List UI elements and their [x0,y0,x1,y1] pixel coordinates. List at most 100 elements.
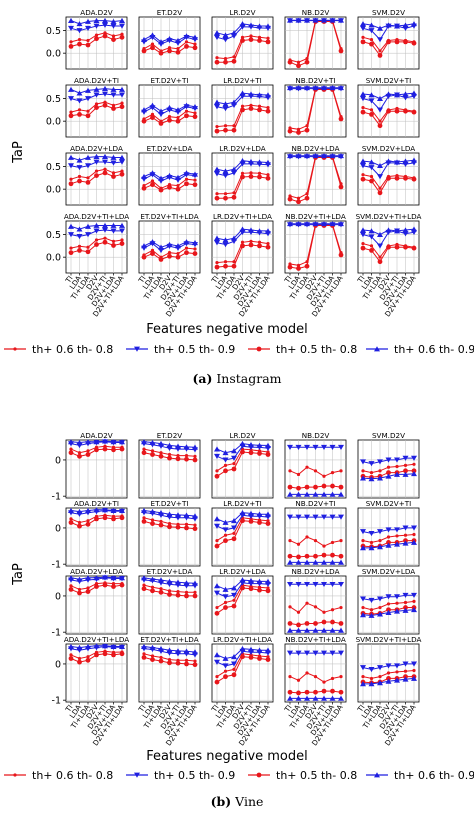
data-point [402,22,409,28]
data-point [287,514,293,520]
data-point [287,85,293,91]
data-point [257,451,262,456]
data-point [329,221,336,227]
data-point [411,471,417,477]
data-point [239,510,246,516]
data-point [193,42,197,46]
data-point [85,42,91,48]
data-point [231,672,237,678]
data-point [248,158,254,164]
data-point [158,510,164,516]
data-point [166,241,173,247]
data-point [395,534,399,538]
data-point [361,106,365,110]
y-tick-label: 0.0 [46,253,61,264]
data-point [222,519,229,525]
data-point [232,598,236,602]
data-point [330,608,335,612]
legend-marker [13,773,17,777]
subplot-title: ET.D2V [157,8,182,17]
legend-item: th+ 0.6 th- 0.8 [4,769,113,782]
data-point [142,516,146,520]
data-point [103,100,107,104]
data-point [183,170,190,176]
subplot: SVM.D2V [357,431,420,499]
subplot-title: ET.D2V+TI+LDA [140,212,198,221]
data-point [184,43,189,49]
data-point [330,471,335,475]
subplot-title: ADA.D2V+TI [74,499,119,508]
data-point [321,695,327,701]
data-point [377,596,383,602]
data-point [184,177,189,181]
subplot: NB.D2V+TI+LDATILDATI+LDAD2VD2V+TID2V+LDA… [282,635,347,747]
data-point [386,602,391,606]
data-point [313,553,318,559]
data-point [402,231,409,237]
data-point [360,39,366,45]
data-point [411,21,417,27]
data-point [287,59,293,65]
data-point [222,527,229,533]
data-point [248,174,254,179]
data-point [76,28,83,34]
legend-marker [374,346,380,352]
data-point [385,609,392,616]
data-point [287,689,293,695]
data-point [368,98,375,104]
data-point [287,264,293,270]
data-point [368,92,375,98]
data-point [361,605,365,610]
data-point [192,513,198,519]
data-point [214,195,220,201]
data-point [94,516,99,522]
data-point [184,40,189,44]
legend-label: th+ 0.5 th- 0.9 [154,769,235,782]
data-point [296,130,301,135]
y-axis-label: TaP [11,141,26,164]
data-point [295,581,302,588]
data-point [232,191,236,195]
data-point [385,473,392,479]
data-point [222,242,229,248]
legend-item: th+ 0.6 th- 0.9 [366,769,474,782]
data-point [214,652,220,658]
data-point [175,37,181,43]
data-point [360,529,366,535]
data-point [93,92,100,98]
legend-marker [256,772,262,778]
data-point [214,583,220,589]
data-point [150,115,155,120]
data-point [222,106,229,112]
data-point [411,468,417,474]
data-point [119,34,125,40]
data-point [385,678,392,684]
data-point [141,173,147,179]
data-point [141,36,147,43]
data-point [150,452,155,457]
data-point [240,35,245,39]
data-point [377,680,383,686]
subplot: ADA.D2V -1 0 [52,431,128,503]
subplot-title: ADA.D2V+LDA [70,144,123,153]
data-point [386,175,391,181]
data-point [304,17,310,23]
data-point [386,540,391,545]
data-point [368,545,375,551]
legend-item: th+ 0.5 th- 0.8 [248,343,357,356]
data-point [193,523,197,527]
data-point [86,38,90,43]
data-point [287,559,293,565]
data-point [85,163,91,169]
data-point [338,484,344,490]
data-point [295,85,302,91]
data-point [76,233,83,240]
subplot: LR.D2V+TI [211,76,274,138]
data-point [304,484,310,490]
data-point [368,476,375,482]
data-point [167,660,172,666]
data-point [265,175,271,181]
data-point [394,527,400,533]
data-point [69,447,73,451]
data-point [119,23,125,29]
